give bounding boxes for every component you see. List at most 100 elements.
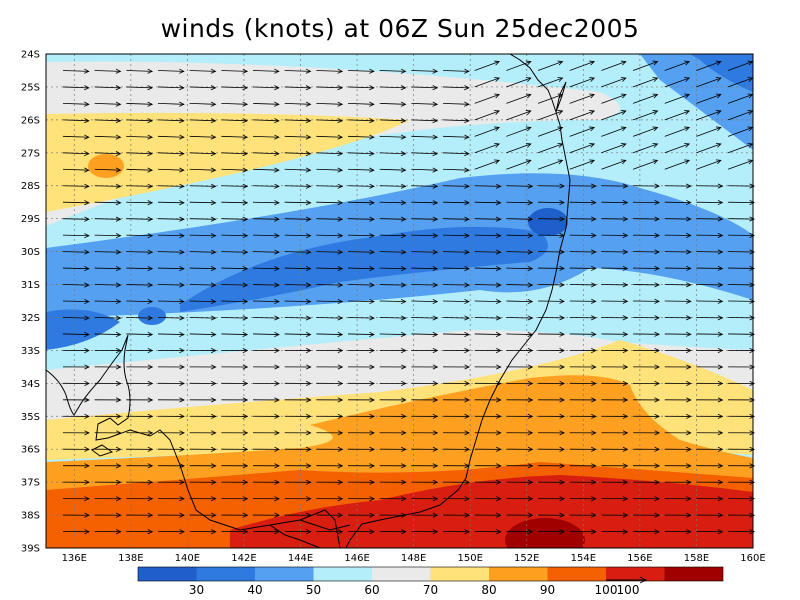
wind-vector	[62, 300, 89, 303]
wind-vector-head	[749, 529, 756, 535]
wind-vector-head	[337, 167, 344, 173]
wind-vector	[189, 86, 216, 89]
wind-vector-head	[557, 77, 564, 82]
wind-vector	[348, 251, 374, 253]
wind-vector-head	[432, 380, 439, 386]
wind-vector-head	[305, 430, 312, 436]
wind-vector-head	[749, 364, 756, 370]
wind-vector-head	[147, 397, 154, 403]
wind-vector	[443, 251, 469, 253]
wind-vector-head	[242, 479, 249, 485]
wind-vector-head	[622, 463, 629, 469]
wind-vector-head	[495, 183, 502, 189]
wind-vector	[348, 234, 374, 237]
wind-vector-head	[527, 331, 534, 337]
wind-vector-head	[369, 446, 375, 452]
wind-vector	[221, 152, 248, 155]
wind-vectors	[62, 60, 756, 535]
wind-vector-head	[684, 142, 691, 148]
wind-vector-head	[147, 446, 154, 452]
wind-vector	[379, 185, 406, 187]
wind-vector	[126, 218, 153, 220]
wind-vector-head	[432, 282, 439, 288]
wind-vector-head	[115, 282, 122, 288]
wind-vector-head	[717, 331, 724, 337]
wind-vector-head	[305, 298, 312, 305]
wind-vector	[348, 135, 374, 138]
wind-vector	[189, 333, 216, 335]
wind-vector	[252, 103, 279, 105]
wind-vector	[727, 143, 753, 154]
wind-vector-head	[179, 380, 185, 386]
wind-vector-head	[369, 413, 375, 419]
wind-vector	[632, 94, 658, 104]
wind-vector-head	[84, 266, 90, 272]
wind-vector	[252, 135, 279, 138]
wind-vector-head	[115, 413, 122, 419]
wind-vector-head	[464, 529, 470, 535]
wind-vector-head	[464, 446, 470, 452]
y-tick-label: 36S	[21, 445, 40, 456]
wind-vector	[94, 218, 121, 220]
wind-vector-head	[210, 216, 217, 222]
wind-vector	[284, 185, 311, 187]
wind-vector-head	[369, 512, 375, 518]
wind-vector	[252, 119, 279, 122]
wind-vector-head	[305, 134, 312, 140]
wind-vector-head	[654, 232, 660, 238]
wind-vector-head	[115, 397, 122, 403]
wind-vector-head	[147, 167, 154, 173]
wind-vector-head	[401, 496, 407, 502]
wind-vector-head	[305, 200, 312, 206]
wind-vector-head	[622, 199, 629, 206]
wind-vector-head	[717, 216, 724, 222]
wind-vector	[348, 284, 374, 286]
wind-vector	[443, 317, 469, 319]
wind-vector	[252, 267, 279, 270]
wind-vector-head	[147, 151, 154, 157]
wind-vector	[348, 317, 374, 319]
wind-vector-head	[115, 331, 122, 337]
wind-vector-head	[210, 68, 217, 74]
x-tick-label: 150E	[457, 553, 482, 564]
wind-vector	[157, 234, 184, 237]
wind-vector-head	[179, 167, 185, 173]
y-tick-label: 24S	[21, 50, 40, 61]
wind-vector	[348, 86, 374, 89]
wind-vector-head	[591, 183, 597, 189]
wind-vector-head	[400, 282, 407, 288]
wind-vector	[474, 159, 500, 170]
wind-vector-head	[369, 266, 375, 272]
wind-vector-head	[527, 266, 534, 272]
wind-vector-head	[84, 134, 90, 140]
wind-vector-head	[715, 110, 722, 115]
wind-vector-head	[527, 479, 534, 485]
y-tick-label: 39S	[21, 544, 40, 555]
wind-vector	[126, 119, 153, 122]
wind-vector-head	[305, 331, 312, 337]
wind-vector-head	[749, 265, 756, 271]
wind-vector	[569, 110, 595, 121]
wind-vector-head	[274, 397, 280, 403]
y-tick-label: 29S	[21, 214, 40, 225]
wind-vector-head	[115, 101, 122, 107]
wind-vector	[126, 333, 153, 335]
wind-vector-head	[591, 463, 597, 469]
wind-vector-head	[115, 151, 122, 157]
wind-vector-head	[464, 167, 470, 173]
wind-vector-head	[179, 298, 185, 305]
wind-vector	[474, 251, 501, 253]
wind-vector	[379, 333, 406, 335]
y-tick-label: 31S	[21, 280, 40, 291]
wind-vector-head	[432, 249, 439, 255]
wind-vector-head	[717, 183, 724, 189]
wind-vector	[252, 185, 279, 187]
wind-vector	[94, 86, 121, 89]
wind-vector-head	[686, 496, 692, 502]
y-tick-label: 30S	[21, 247, 40, 258]
wind-vector	[126, 135, 153, 138]
wind-vector-head	[400, 266, 407, 272]
wind-vector	[284, 152, 311, 155]
wind-vector	[62, 119, 89, 122]
wind-vector-head	[210, 315, 217, 321]
